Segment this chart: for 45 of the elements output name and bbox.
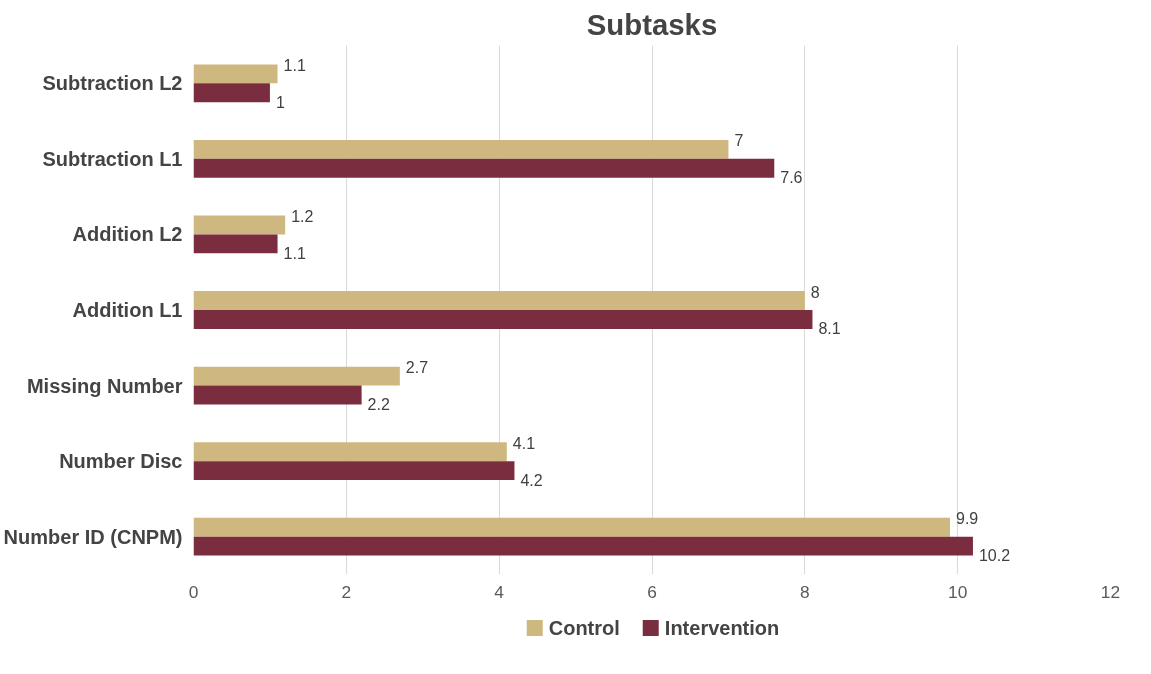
bar [193, 517, 951, 537]
legend-label: Control [548, 616, 620, 639]
x-tick-label: 0 [188, 581, 199, 602]
x-tick-label: 12 [1100, 581, 1121, 602]
y-tick-label: Missing Number [26, 374, 183, 397]
data-label: 7.6 [780, 169, 803, 187]
x-tick-label: 4 [494, 581, 505, 602]
data-label: 2.7 [405, 359, 429, 377]
x-tick-label: 6 [647, 581, 657, 602]
data-label: 8.1 [818, 320, 841, 338]
chart-title: Subtasks [586, 7, 718, 41]
y-tick-label: Addition L1 [72, 299, 183, 321]
data-label: 1.1 [283, 56, 306, 74]
data-label: 7 [734, 132, 744, 150]
data-label: 4.1 [512, 434, 536, 452]
bar [193, 536, 973, 556]
y-tick-label: Subtraction L2 [42, 72, 183, 95]
x-tick-label: 2 [341, 581, 352, 602]
bar [193, 366, 400, 386]
y-tick-label: Number ID (CNPM) [3, 525, 183, 548]
y-tick-label: Subtraction L1 [42, 147, 183, 170]
bar [193, 385, 362, 405]
x-tick-label: 10 [948, 581, 968, 602]
data-label: 1.1 [283, 244, 306, 262]
data-label: 9.9 [956, 510, 979, 528]
x-tick-label: 8 [800, 581, 810, 602]
bar [193, 310, 813, 329]
data-label: 2.2 [367, 396, 390, 414]
bar [193, 215, 286, 235]
data-label: 1.2 [291, 207, 314, 225]
data-label: 8 [810, 283, 820, 301]
data-label: 10.2 [978, 547, 1011, 565]
data-label: 1 [275, 93, 285, 111]
bar [193, 139, 729, 159]
y-tick-label: Number Disc [59, 450, 183, 473]
bar [193, 234, 278, 254]
bar [193, 83, 270, 103]
bar [193, 461, 515, 481]
y-tick-label: Addition L2 [72, 223, 183, 246]
bar [193, 442, 507, 462]
bar [193, 291, 805, 310]
legend-label: Intervention [664, 616, 780, 639]
data-label: 4.2 [520, 471, 543, 489]
bar [193, 158, 775, 178]
bar [193, 64, 278, 84]
